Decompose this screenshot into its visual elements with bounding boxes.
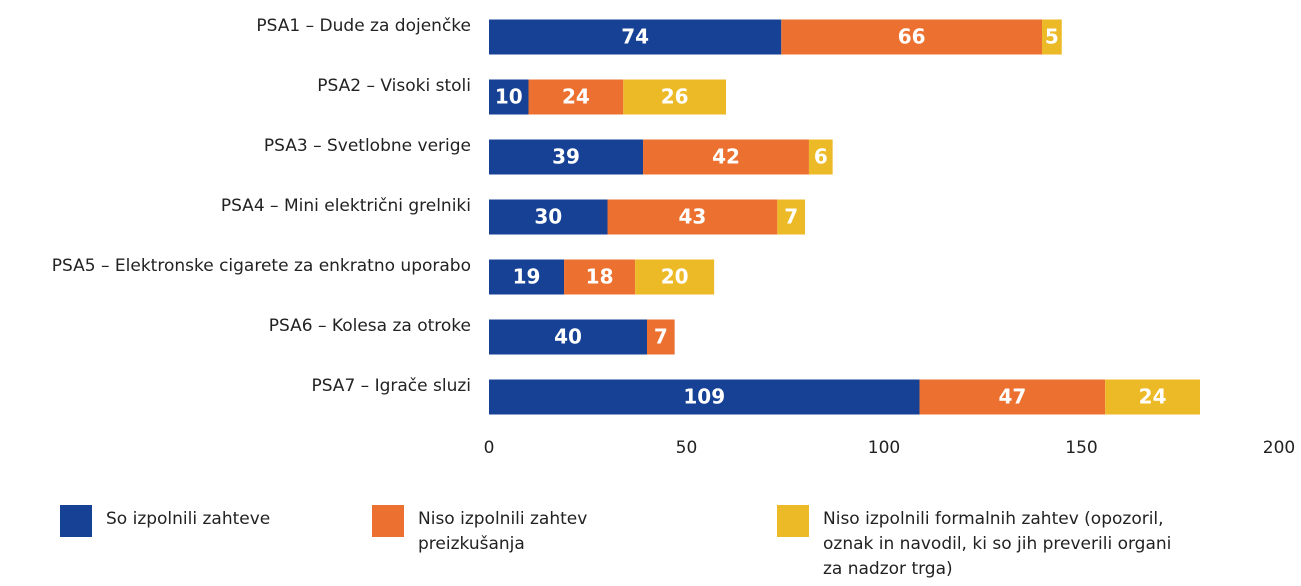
legend-label: So izpolnili zahteve [106, 509, 271, 529]
legend-item: Niso izpolnili formalnih zahtev (opozori… [777, 505, 1183, 582]
bar-segment [489, 139, 644, 175]
bar-segment [528, 79, 624, 115]
bar-segment [781, 19, 1042, 55]
bar-segment [1105, 379, 1200, 415]
data-label: 40 [554, 325, 582, 349]
legend-swatch [60, 505, 92, 537]
x-tick-label: 150 [1065, 438, 1097, 458]
data-label: 7 [784, 205, 798, 229]
bar-segment [1042, 19, 1062, 55]
bar-segment [489, 379, 920, 415]
bar-segment [919, 379, 1106, 415]
bar-segment [489, 19, 782, 55]
category-label: PSA6 – Kolesa za otroke [269, 316, 471, 336]
bar-segment [489, 319, 647, 355]
data-label: 5 [1045, 25, 1059, 49]
x-tick-label: 200 [1263, 438, 1295, 458]
category-label: PSA1 – Dude za dojenčke [256, 16, 471, 36]
data-label: 42 [712, 145, 740, 169]
bar-segment [643, 139, 809, 175]
category-label: PSA4 – Mini električni grelniki [221, 196, 471, 216]
data-label: 7 [654, 325, 668, 349]
bar-segment [489, 199, 608, 235]
x-tick-label: 50 [676, 438, 698, 458]
category-label: PSA5 – Elektronske cigarete za enkratno … [52, 256, 471, 276]
data-label: 43 [679, 205, 707, 229]
data-label: 6 [814, 145, 828, 169]
data-label: 19 [513, 265, 541, 289]
bar-segment [489, 79, 529, 115]
data-label: 74 [621, 25, 649, 49]
bar-segment [647, 319, 675, 355]
bar-segment [777, 199, 805, 235]
bar-segment [623, 79, 726, 115]
legend-swatch [777, 505, 809, 537]
category-label: PSA3 – Svetlobne verige [264, 136, 471, 156]
data-label: 39 [552, 145, 580, 169]
data-label: 47 [998, 385, 1026, 409]
x-tick-label: 100 [868, 438, 900, 458]
legend-label: Niso izpolnili zahtev preizkušanja [418, 509, 588, 554]
bar-segment [564, 259, 636, 295]
category-label: PSA7 – Igrače sluzi [311, 376, 471, 396]
data-label: 24 [1139, 385, 1167, 409]
data-label: 66 [898, 25, 926, 49]
data-label: 30 [534, 205, 562, 229]
bar-segment [808, 139, 833, 175]
data-label: 24 [562, 85, 590, 109]
legend-item: So izpolnili zahteve [60, 505, 286, 537]
bar-segment [607, 199, 778, 235]
legend-label: Niso izpolnili formalnih zahtev (opozori… [823, 509, 1172, 579]
data-label: 20 [661, 265, 689, 289]
data-label: 10 [495, 85, 523, 109]
bar-segment [635, 259, 715, 295]
legend-swatch [372, 505, 404, 537]
data-label: 26 [661, 85, 689, 109]
bar-segment [489, 259, 565, 295]
category-label: PSA2 – Visoki stoli [317, 76, 471, 96]
chart: 0 50 100 150 200 PSA1 – Dude za dojenčke 74 66 5… [52, 16, 1295, 458]
legend-item: Niso izpolnili zahtev preizkušanja [372, 505, 678, 557]
data-label: 109 [683, 385, 725, 409]
data-label: 18 [586, 265, 614, 289]
x-tick-label: 0 [484, 438, 495, 458]
